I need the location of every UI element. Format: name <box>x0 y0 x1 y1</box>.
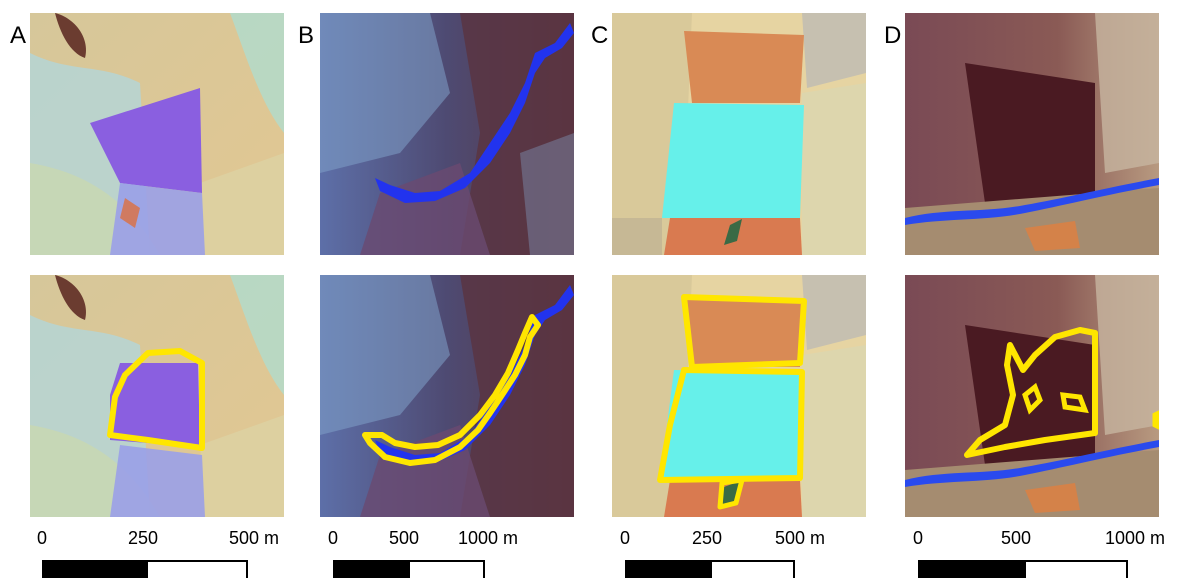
panel-c-tick-2: 500 m <box>775 528 826 548</box>
panel-b-tick-0: 0 <box>328 528 339 548</box>
panel-d-tick-0: 0 <box>913 528 924 548</box>
panel-a-tick-1: 250 <box>128 528 159 548</box>
panel-label-c: C <box>591 22 609 49</box>
panel-c-tick-0: 0 <box>620 528 631 548</box>
panel-b-annotated-image <box>320 275 574 517</box>
panel-c-scale-bar <box>625 560 795 578</box>
panel-d-satellite-image <box>905 13 1159 255</box>
panel-b-tick-1: 500 <box>389 528 420 548</box>
outline-b <box>362 314 541 466</box>
panel-a-tick-0: 0 <box>37 528 48 548</box>
panel-d-tick-1: 500 <box>1001 528 1032 548</box>
outline-a <box>107 348 205 451</box>
panel-d-tick-2: 1000 m <box>1105 528 1166 548</box>
panel-d-annotated-image <box>905 275 1159 517</box>
panel-c-tick-1: 250 <box>692 528 723 548</box>
outline-c <box>681 294 807 370</box>
outline-d <box>964 327 1098 458</box>
panel-label-a: A <box>10 22 27 49</box>
panel-a-tick-2: 500 m <box>229 528 280 548</box>
panel-b-satellite-image <box>320 13 574 255</box>
panel-b-scale-bar <box>333 560 485 578</box>
panel-c-annotated-image <box>612 275 866 517</box>
panel-a-satellite-image <box>30 13 284 255</box>
panel-a-scale-bar <box>42 560 248 578</box>
panel-label-d: D <box>884 22 902 49</box>
panel-d-scale-bar <box>918 560 1128 578</box>
panel-c-satellite-image <box>612 13 866 255</box>
panel-b-tick-2: 1000 m <box>458 528 519 548</box>
panel-label-b: B <box>298 22 315 49</box>
panel-a-annotated-image <box>30 275 284 517</box>
